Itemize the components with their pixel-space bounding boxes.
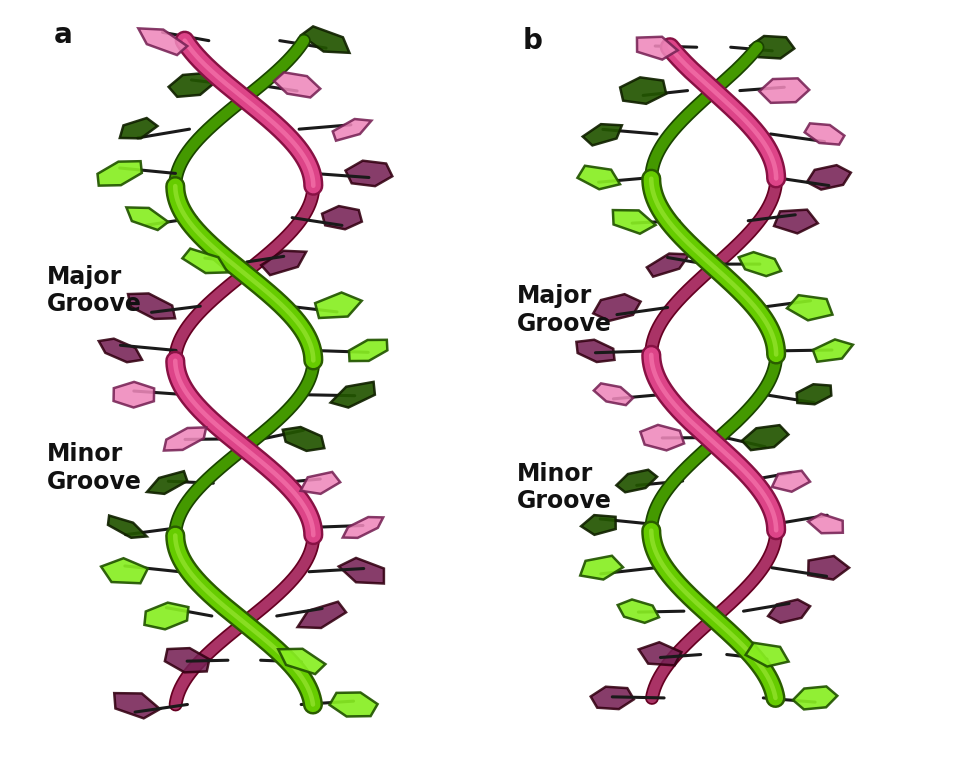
Polygon shape	[114, 693, 160, 718]
Polygon shape	[126, 208, 169, 230]
Text: Major
Groove: Major Groove	[516, 284, 611, 336]
Polygon shape	[647, 254, 690, 277]
Polygon shape	[768, 600, 810, 623]
Polygon shape	[808, 513, 843, 533]
Polygon shape	[147, 471, 187, 494]
Polygon shape	[805, 124, 844, 145]
Polygon shape	[637, 37, 677, 60]
Polygon shape	[182, 249, 228, 273]
Polygon shape	[594, 384, 633, 405]
Polygon shape	[745, 643, 788, 667]
Polygon shape	[164, 427, 206, 450]
Polygon shape	[331, 382, 375, 408]
Polygon shape	[346, 161, 393, 186]
Polygon shape	[332, 119, 372, 141]
Polygon shape	[809, 556, 849, 580]
Polygon shape	[145, 603, 189, 629]
Polygon shape	[262, 251, 307, 275]
Polygon shape	[813, 339, 853, 362]
Polygon shape	[283, 427, 325, 451]
Polygon shape	[322, 206, 362, 230]
Polygon shape	[330, 692, 377, 717]
Polygon shape	[301, 26, 350, 53]
Polygon shape	[581, 555, 623, 580]
Polygon shape	[613, 210, 655, 233]
Polygon shape	[274, 72, 320, 97]
Polygon shape	[787, 295, 833, 321]
Polygon shape	[349, 340, 387, 361]
Text: a: a	[54, 21, 73, 49]
Polygon shape	[772, 471, 810, 492]
Polygon shape	[578, 166, 620, 189]
Polygon shape	[582, 515, 616, 534]
Polygon shape	[577, 340, 614, 362]
Polygon shape	[102, 559, 148, 584]
Polygon shape	[793, 686, 837, 710]
Polygon shape	[797, 384, 832, 405]
Polygon shape	[169, 73, 215, 96]
Text: Major
Groove: Major Groove	[47, 265, 142, 317]
Polygon shape	[278, 649, 326, 674]
Polygon shape	[616, 470, 657, 492]
Polygon shape	[298, 601, 346, 628]
Polygon shape	[774, 209, 818, 233]
Polygon shape	[339, 558, 384, 584]
Polygon shape	[750, 36, 794, 58]
Polygon shape	[114, 382, 154, 408]
Polygon shape	[99, 338, 142, 363]
Text: Minor
Groove: Minor Groove	[516, 461, 611, 513]
Polygon shape	[315, 293, 362, 318]
Polygon shape	[138, 28, 187, 55]
Polygon shape	[582, 124, 622, 145]
Polygon shape	[620, 77, 666, 103]
Polygon shape	[807, 165, 851, 190]
Polygon shape	[165, 648, 210, 672]
Polygon shape	[741, 425, 788, 450]
Polygon shape	[343, 517, 383, 538]
Polygon shape	[760, 79, 810, 103]
Polygon shape	[301, 472, 340, 494]
Polygon shape	[739, 252, 781, 276]
Text: Minor
Groove: Minor Groove	[47, 442, 142, 494]
Polygon shape	[591, 687, 634, 709]
Polygon shape	[593, 294, 641, 321]
Polygon shape	[120, 118, 157, 138]
Polygon shape	[639, 643, 681, 665]
Polygon shape	[108, 516, 147, 538]
Text: b: b	[523, 27, 543, 55]
Polygon shape	[618, 600, 659, 623]
Polygon shape	[98, 161, 142, 186]
Polygon shape	[128, 293, 175, 319]
Polygon shape	[640, 425, 684, 450]
